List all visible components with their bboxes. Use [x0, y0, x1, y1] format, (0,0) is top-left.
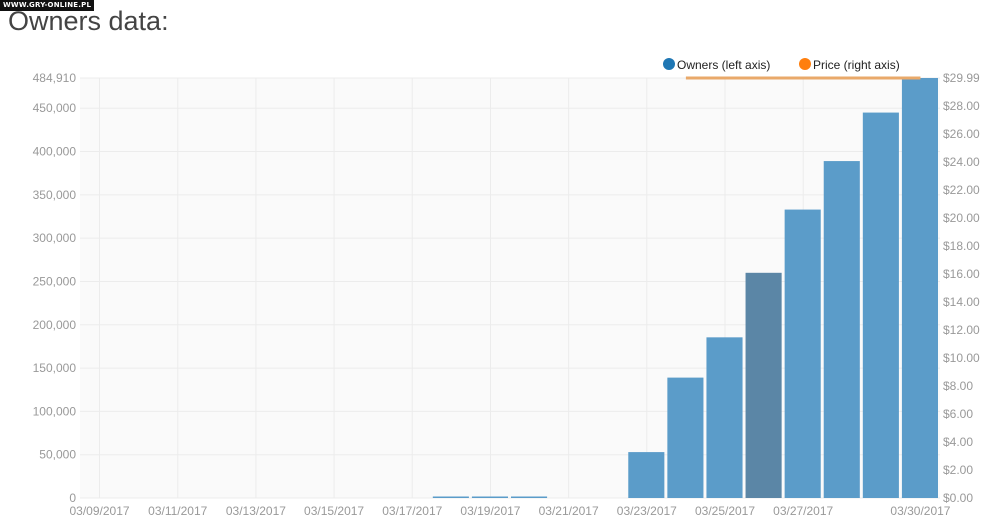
x-tick-label: 03/23/2017 [617, 504, 677, 518]
y-right-tick-label: $2.00 [943, 463, 973, 477]
y-left-tick-label: 0 [69, 491, 76, 505]
legend-price-label: Price (right axis) [813, 58, 900, 72]
y-right-tick-label: $28.00 [943, 99, 980, 113]
x-tick-label: 03/15/2017 [304, 504, 364, 518]
owners-bar [706, 337, 743, 498]
owners-bar [823, 161, 860, 498]
x-tick-label: 03/13/2017 [226, 504, 286, 518]
x-tick-label: 03/09/2017 [70, 504, 130, 518]
y-left-tick-label: 450,000 [33, 101, 77, 115]
x-tick-label: 03/27/2017 [773, 504, 833, 518]
page-title: Owners data: [8, 6, 169, 36]
owners-bar [511, 496, 548, 498]
x-tick-label: 03/25/2017 [695, 504, 755, 518]
y-right-tick-label: $20.00 [943, 211, 980, 225]
x-tick-label: 03/30/2017 [890, 504, 950, 518]
watermark: WWW.GRY-ONLINE.PL [0, 0, 95, 11]
y-left-tick-label: 250,000 [33, 274, 77, 288]
legend-owners-marker [663, 58, 675, 70]
owners-bar [862, 112, 899, 498]
y-right-tick-label: $10.00 [943, 351, 980, 365]
legend-owners-label: Owners (left axis) [677, 58, 770, 72]
y-right-tick-label: $12.00 [943, 323, 980, 337]
owners-chart: 0 50,000 100,000 150,000 200,000 250,000 300,0… [0, 48, 984, 518]
y-right-tick-label: $22.00 [943, 183, 980, 197]
y-left-tick-label: 350,000 [33, 188, 77, 202]
x-tick-label: 03/21/2017 [539, 504, 599, 518]
y-right-tick-label: $8.00 [943, 379, 973, 393]
owners-bar [432, 496, 469, 498]
owners-bar [471, 496, 508, 498]
y-right-tick-label: $16.00 [943, 267, 980, 281]
owners-chart-svg: 0 50,000 100,000 150,000 200,000 250,000 300,0… [33, 58, 980, 518]
y-left-tick-label: 200,000 [33, 318, 77, 332]
y-right-tick-label: $18.00 [943, 239, 980, 253]
y-right-tick-label: $24.00 [943, 155, 980, 169]
y-right-tick-label: $0.00 [943, 491, 973, 505]
x-tick-label: 03/11/2017 [148, 504, 207, 518]
owners-bar [667, 377, 704, 498]
y-right-tick-label: $4.00 [943, 435, 973, 449]
y-left-tick-label: 50,000 [39, 448, 76, 462]
y-left-tick-label: 400,000 [33, 145, 77, 159]
owners-bar [784, 209, 821, 498]
y-right-tick-label: $29.99 [943, 71, 980, 85]
owners-bar [901, 78, 938, 498]
y-left-tick-label: 484,910 [33, 71, 77, 85]
x-tick-label: 03/17/2017 [382, 504, 442, 518]
y-left-tick-label: 100,000 [33, 404, 77, 418]
legend-price-marker [799, 58, 811, 70]
x-tick-label: 03/19/2017 [460, 504, 520, 518]
y-left-tick-label: 300,000 [33, 231, 77, 245]
y-right-tick-label: $6.00 [943, 407, 973, 421]
y-right-tick-label: $26.00 [943, 127, 980, 141]
owners-bar [745, 272, 782, 498]
y-left-tick-label: 150,000 [33, 361, 77, 375]
y-right-tick-label: $14.00 [943, 295, 980, 309]
owners-bar [628, 452, 665, 498]
